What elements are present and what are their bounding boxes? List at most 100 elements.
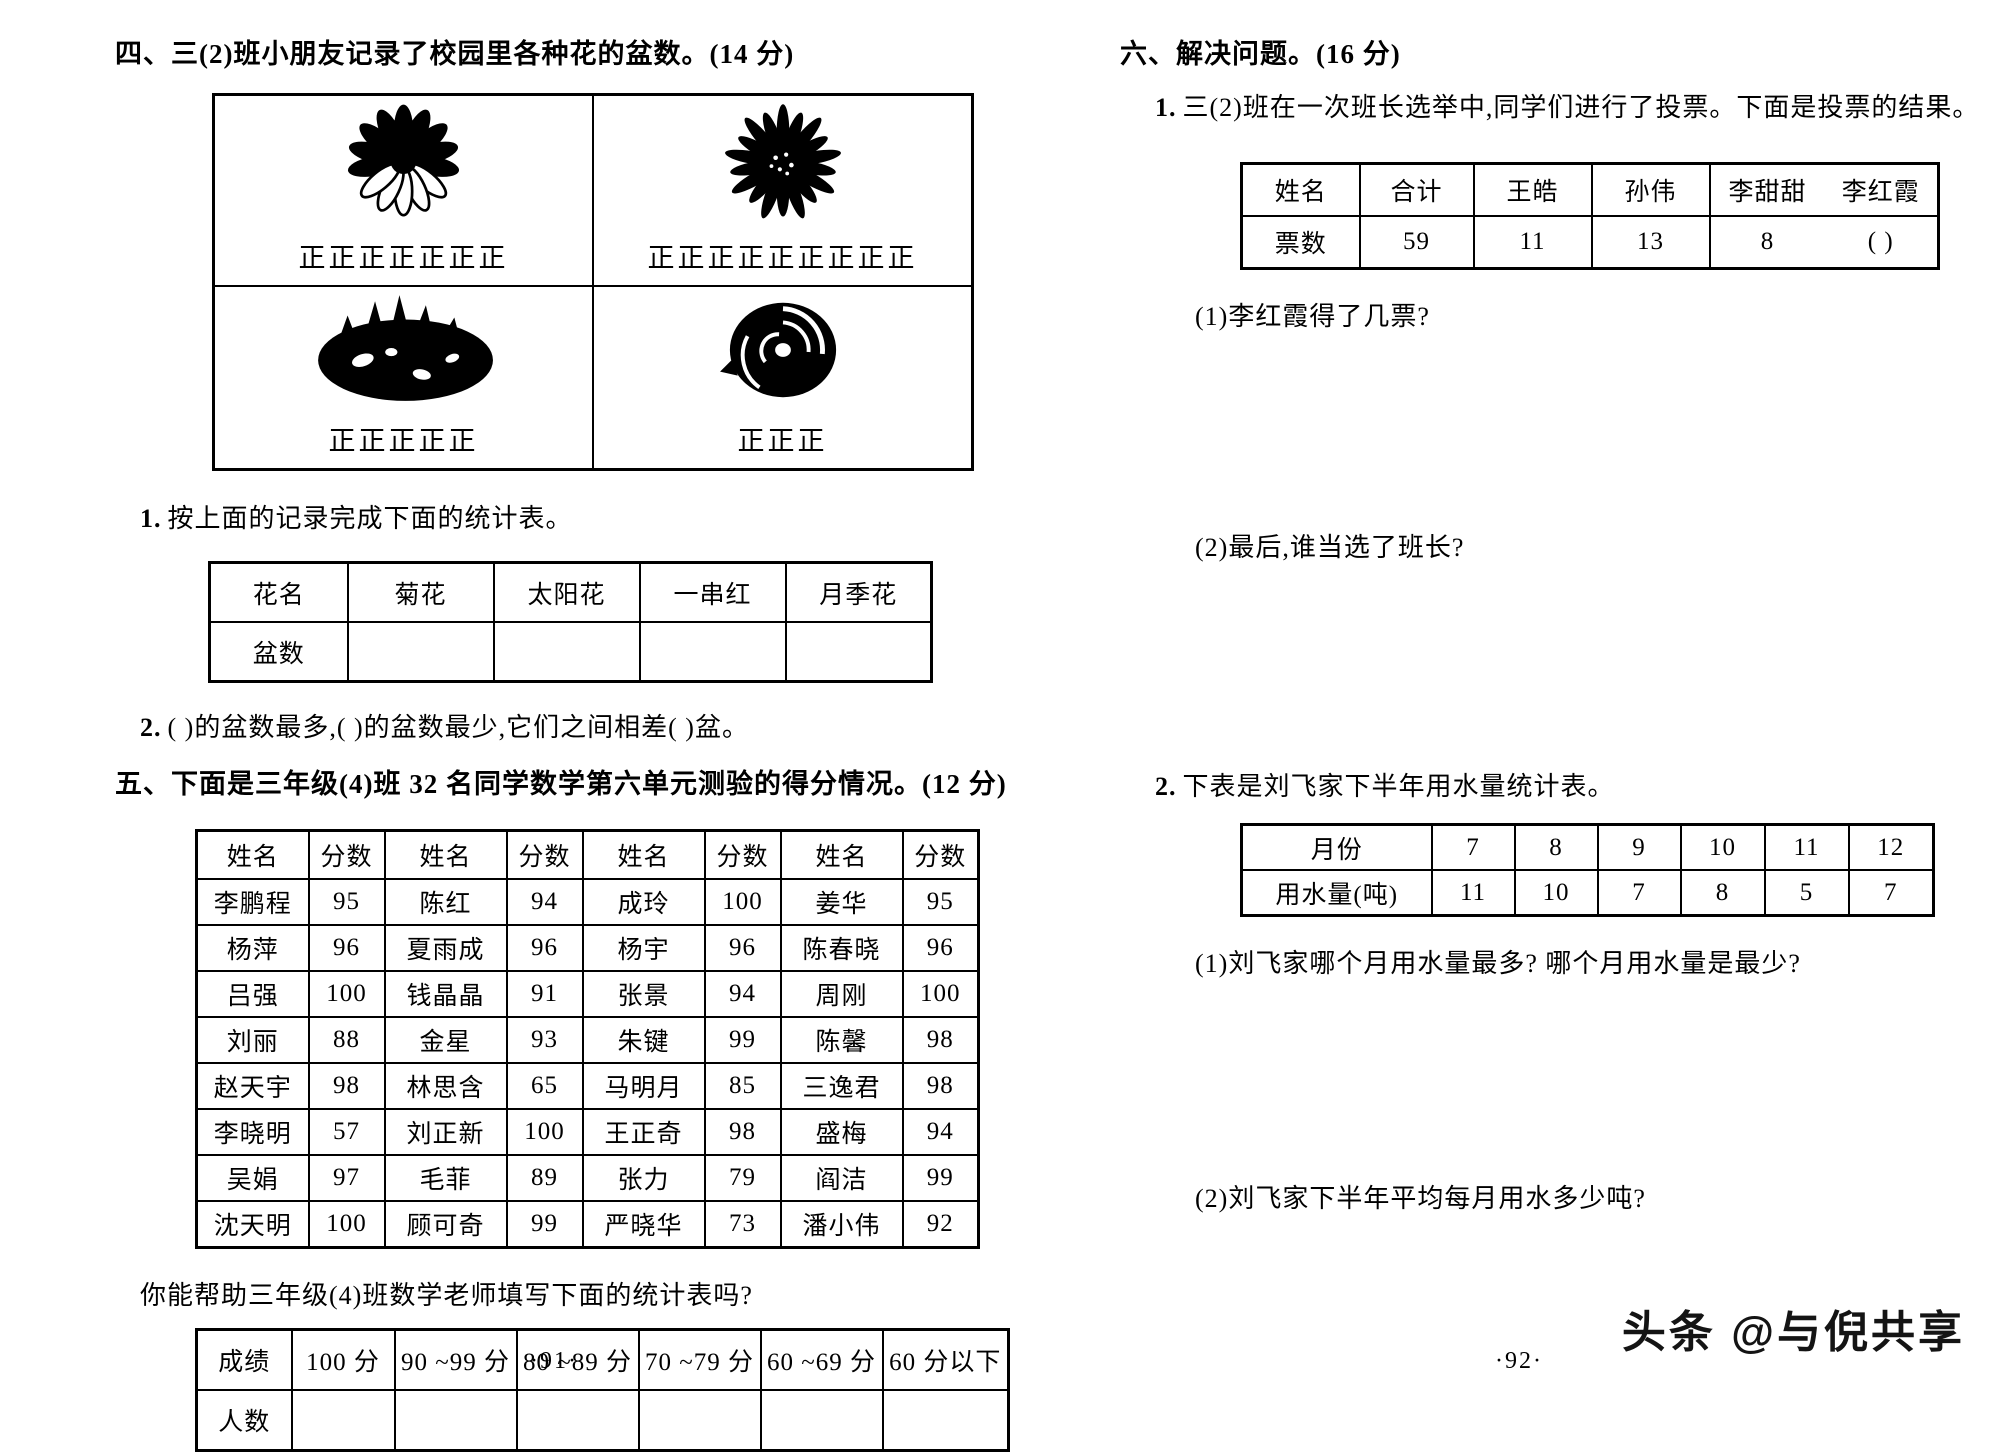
problem-1-sub-1: (1)李红霞得了几票? (1195, 302, 1430, 331)
cell: 100 (901, 970, 980, 1018)
cell: 杨宇 (581, 924, 706, 972)
cell: 88 (307, 1016, 386, 1064)
header-cell: 分数 (901, 829, 980, 880)
problem-1-text: 三(2)班在一次班长选举中,同学们进行了投票。下面是投票的结果。 (1182, 93, 1980, 122)
problem-1-sub-2: (2)最后,谁当选了班长? (1195, 533, 1465, 562)
question-1-text: 按上面的记录完成下面的统计表。 (167, 504, 573, 533)
cell: 99 (703, 1016, 782, 1064)
rose-flower-image (713, 291, 853, 409)
header-cell: 姓名 (195, 829, 310, 880)
tally-marks: 正正正 (737, 426, 828, 456)
tally-cell-salvia: 正正正正正 (212, 285, 594, 471)
cell: 65 (505, 1062, 584, 1110)
row-label-cell: 成绩 (195, 1328, 293, 1391)
cell: 太阳花 (492, 561, 641, 623)
cell: 夏雨成 (383, 924, 508, 972)
cell (881, 1389, 1010, 1452)
cell: 陈馨 (779, 1016, 904, 1064)
cell: 7 (1847, 869, 1935, 917)
cell (492, 621, 641, 683)
cell: 阎洁 (779, 1154, 904, 1202)
watermark-text: 头条 @与倪共享 (1621, 1308, 1965, 1357)
cell: 5 (1763, 869, 1850, 917)
section5-title: 五、下面是三年级(4)班 32 名同学数学第六单元测验的得分情况。(12 分) (115, 769, 1007, 799)
cell: 马明月 (581, 1062, 706, 1110)
cell: ( ) (1824, 215, 1940, 270)
table-row: 票数 59 11 13 8( ) (1240, 215, 1940, 270)
row-label-cell: 吴娟 (195, 1154, 310, 1202)
cell: 刘正新 (383, 1108, 508, 1156)
cell (638, 621, 787, 683)
question-1: 1. 按上面的记录完成下面的统计表。 (140, 498, 1015, 535)
vote-result-table: 姓名 合计 王皓 孙伟 李甜甜 李红霞 票数 59 11 13 8( ) (1240, 162, 1940, 270)
cell: 11 (1430, 869, 1516, 917)
cell: 59 (1358, 215, 1475, 270)
header-cell: 分数 (703, 829, 782, 880)
table-row: 杨萍 96 夏雨成 96 杨宇 96 陈春晓 96 (195, 924, 980, 972)
problem-2: 2. 下表是刘飞家下半年用水量统计表。 (1155, 766, 2000, 803)
cell: 90 ~99 分 (393, 1328, 518, 1391)
table-row: 吕强 100 钱晶晶 91 张景 94 周刚 100 (195, 970, 980, 1018)
cell: 89 (505, 1154, 584, 1202)
problem-2-sub-1: (1)刘飞家哪个月用水量最多? 哪个月用水量是最少? (1195, 949, 1801, 978)
cell: 林思含 (383, 1062, 508, 1110)
row-label-cell: 赵天宇 (195, 1062, 310, 1110)
row-label-cell: 李鹏程 (195, 878, 310, 926)
problem-1: 1. 三(2)班在一次班长选举中,同学们进行了投票。下面是投票的结果。 (1155, 87, 2000, 124)
row-label-cell: 李晓明 (195, 1108, 310, 1156)
question-2-text: ( )的盆数最多,( )的盆数最少,它们之间相差( )盆。 (167, 713, 749, 742)
cell: 93 (505, 1016, 584, 1064)
cell: 79 (703, 1154, 782, 1202)
cell: 85 (703, 1062, 782, 1110)
cell: 100 (307, 1200, 386, 1249)
section4-title: 四、三(2)班小朋友记录了校园里各种花的盆数。(14 分) (115, 39, 795, 69)
cell: 7 (1430, 823, 1516, 871)
table-row: 刘丽 88 金星 93 朱键 99 陈馨 98 (195, 1016, 980, 1064)
cell: 月季花 (784, 561, 933, 623)
cell: 94 (703, 970, 782, 1018)
cell: 张景 (581, 970, 706, 1018)
cell: 98 (901, 1062, 980, 1110)
tally-cell-rose: 正正正 (592, 285, 974, 471)
cell: 盛梅 (779, 1108, 904, 1156)
cell: 王正奇 (581, 1108, 706, 1156)
sunflower-flower-image (718, 100, 848, 226)
row-label-cell: 沈天明 (195, 1200, 310, 1249)
cell: 99 (901, 1154, 980, 1202)
table-row: 沈天明 100 顾可奇 99 严晓华 73 潘小伟 92 (195, 1200, 980, 1249)
cell (346, 621, 495, 683)
salvia-flower-image (301, 288, 506, 409)
cell: 60 ~69 分 (759, 1328, 884, 1391)
cell: 张力 (581, 1154, 706, 1202)
table-row: 李鹏程 95 陈红 94 成玲 100 姜华 95 (195, 878, 980, 926)
table-row: 李晓明 57 刘正新 100 王正奇 98 盛梅 94 (195, 1108, 980, 1156)
left-page: 四、三(2)班小朋友记录了校园里各种花的盆数。(14 分) (115, 0, 1015, 1452)
score-table: 姓名 分数 姓名 分数 姓名 分数 姓名 分数 李鹏程 95 陈红 94 成玲 100 姜华 95 杨萍 96 夏… (195, 829, 980, 1249)
cell: 13 (1590, 215, 1711, 270)
cell: 98 (703, 1108, 782, 1156)
helper-text: 你能帮助三年级(4)班数学老师填写下面的统计表吗? (140, 1281, 753, 1310)
cell: 李红霞 (1824, 162, 1940, 217)
cell: 100 (703, 878, 782, 926)
right-page: 六、解决问题。(16 分) 1. 三(2)班在一次班长选举中,同学们进行了投票。下… (1120, 0, 2000, 1215)
cell: 70 ~79 分 (637, 1328, 762, 1391)
page-number-92: ·92· (1495, 1348, 1543, 1374)
problem-2-number: 2. (1155, 772, 1177, 801)
problem-2-sub-2: (2)刘飞家下半年平均每月用水多少吨? (1195, 1184, 1646, 1213)
cell: 顾可奇 (383, 1200, 508, 1249)
cell (515, 1389, 640, 1452)
cell (290, 1389, 396, 1452)
cell: 成玲 (581, 878, 706, 926)
cell: 91 (505, 970, 584, 1018)
cell: 95 (307, 878, 386, 926)
tally-marks: 正正正正正 (328, 426, 479, 456)
table-row: 正正正正正正正 (212, 93, 974, 287)
problem-1-number: 1. (1155, 93, 1177, 122)
row-label-cell: 用水量(吨) (1240, 869, 1433, 917)
cell: 98 (901, 1016, 980, 1064)
cell (393, 1389, 518, 1452)
table-row: 赵天宇 98 林思含 65 马明月 85 三逸君 98 (195, 1062, 980, 1110)
cell: 99 (505, 1200, 584, 1249)
